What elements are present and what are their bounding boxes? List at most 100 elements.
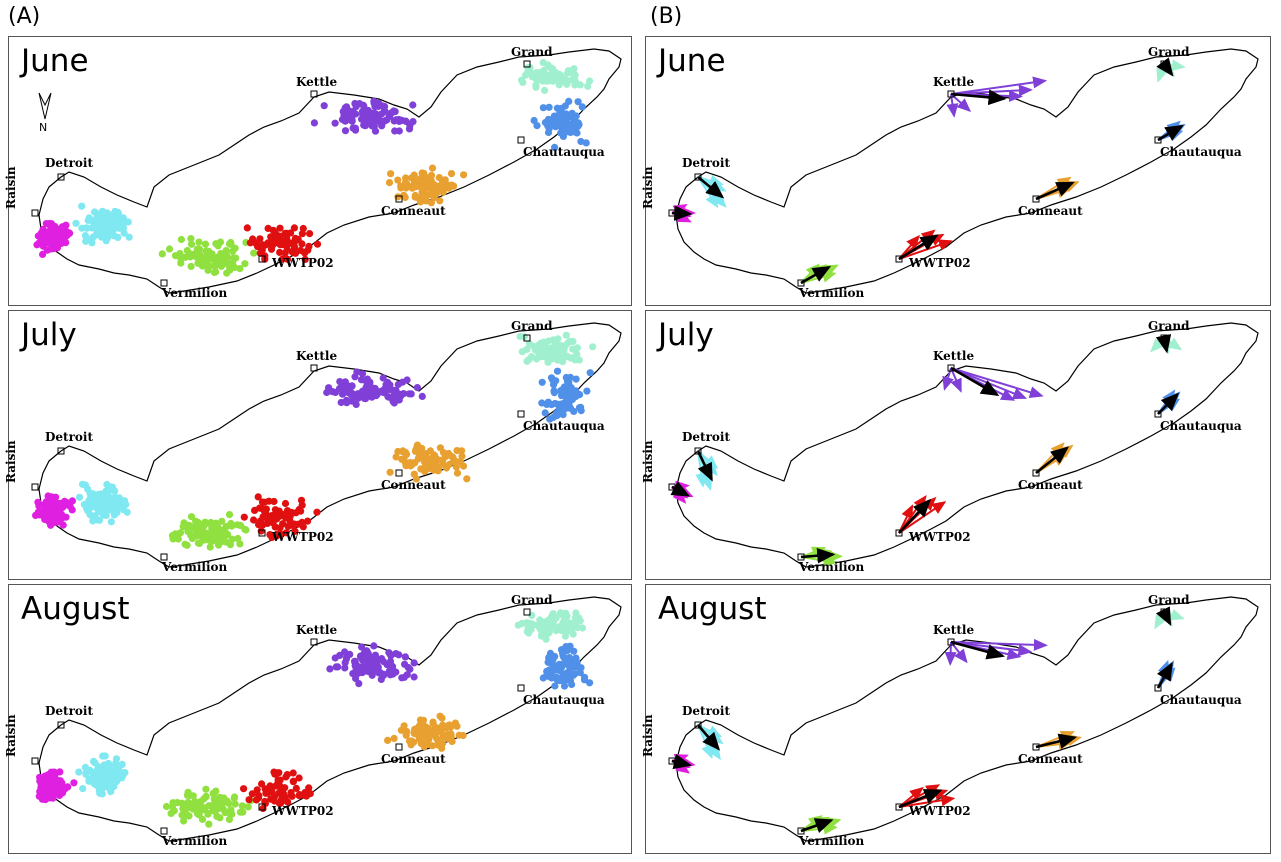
drift-point-chautauqua [586,369,594,377]
drift-point-vermilion [201,240,210,248]
drift-point-kettle [370,642,378,650]
drift-point-wwtp02 [272,782,280,790]
drift-point-kettle [379,374,387,382]
drift-point-raisin [50,785,58,793]
drift-point-grand [552,69,560,77]
mean-arrow-chautauqua [1156,661,1173,689]
drift-point-kettle [389,386,398,394]
drift-point-kettle [397,392,405,400]
drift-point-grand [540,618,548,626]
drift-point-wwtp02 [243,224,251,232]
drift-point-grand [561,632,570,640]
drift-point-wwtp02 [281,510,289,518]
drift-point-grand [532,83,540,91]
drift-point-detroit [110,232,118,240]
drift-point-detroit [90,757,98,765]
mean-arrow-detroit [697,724,721,751]
drift-point-wwtp02 [297,246,305,254]
drift-point-vermilion [158,250,166,258]
drift-point-kettle [384,378,392,386]
drift-point-conneaut [412,727,420,735]
drift-point-grand [589,343,597,351]
drift-point-chautauqua [538,399,546,407]
drift-point-chautauqua [530,116,538,125]
site-label-wwtp02: WWTP02 [908,530,971,544]
site-label-vermilion: Vermilion [161,834,228,848]
drift-arrow-wwtp02 [898,501,947,534]
drift-point-conneaut [418,739,426,747]
drift-point-raisin [34,232,42,240]
arrows-map-august: Raisin Detroit Vermilion WWTP02 Conneaut Chau… [641,584,1271,854]
drift-point-wwtp02 [295,774,303,782]
drift-point-detroit [101,752,109,760]
drift-point-detroit [83,224,91,232]
drift-point-vermilion [201,518,209,526]
drift-point-raisin [70,779,78,787]
drift-point-chautauqua [575,121,583,129]
drift-point-vermilion [234,534,242,543]
drift-point-kettle [386,671,394,679]
drift-point-grand [541,71,549,79]
site-marker-raisin [668,483,676,491]
drift-point-chautauqua [572,375,580,383]
drift-point-chautauqua [568,662,577,670]
drift-point-wwtp02 [286,516,294,524]
site-marker-raisin [668,209,676,217]
north-label: N [39,121,47,134]
drift-point-chautauqua [560,682,569,690]
mean-arrow-grand [1155,606,1172,627]
drift-point-vermilion [216,538,224,546]
drift-point-kettle [354,394,362,402]
drift-point-chautauqua [553,367,562,375]
drift-point-kettle [325,384,333,392]
drift-point-kettle [395,127,403,135]
site-marker-chautauqua [1154,410,1162,418]
drift-point-raisin [52,500,61,508]
site-marker-detroit [57,447,65,455]
drift-point-wwtp02 [299,224,307,233]
drift-point-wwtp02 [258,498,267,506]
drift-point-kettle [363,666,371,674]
site-label-grand: Grand [1148,319,1190,333]
drift-point-wwtp02 [290,224,298,232]
drift-point-kettle [320,102,328,110]
lake-map: Raisin Detroit Vermilion WWTP02 Conneaut Chau… [641,319,1259,574]
drift-point-grand [547,77,555,85]
site-marker-kettle [310,364,318,372]
drift-point-conneaut [436,197,444,205]
drift-point-raisin [55,239,63,247]
site-marker-raisin [668,757,676,765]
site-label-raisin: Raisin [641,166,655,209]
site-label-chautauqua: Chautauqua [1160,693,1242,707]
drift-point-grand [571,77,579,85]
drift-arrow-wwtp02 [898,786,924,808]
drift-point-kettle [413,384,421,392]
mean-arrow-conneaut [1035,181,1075,201]
drift-point-raisin [47,493,56,501]
drift-point-raisin [66,502,74,511]
drift-point-detroit [106,765,114,773]
drift-arrow-wwtp02 [898,504,914,534]
drift-point-detroit [109,496,117,504]
drift-point-wwtp02 [270,497,278,506]
drift-point-vermilion [202,792,210,800]
drift-point-kettle [371,127,380,135]
site-marker-wwtp02 [258,803,266,811]
site-label-detroit: Detroit [682,430,730,444]
drift-point-kettle [349,670,357,678]
site-marker-conneaut [395,195,403,203]
drift-point-kettle [353,368,361,376]
site-marker-kettle [310,90,318,98]
drift-point-conneaut [438,714,446,722]
drift-point-wwtp02 [251,506,259,514]
drift-point-grand [563,612,571,620]
lake-map: Raisin Detroit Vermilion WWTP02 Conneaut Chau… [641,593,1259,848]
site-marker-vermilion [797,827,805,835]
drift-point-vermilion [216,814,224,822]
drift-point-vermilion [211,807,219,816]
drift-point-vermilion [212,240,220,248]
drift-point-chautauqua [577,664,585,672]
site-label-kettle: Kettle [296,349,337,363]
drift-point-wwtp02 [259,505,267,513]
drift-point-grand [548,611,557,619]
